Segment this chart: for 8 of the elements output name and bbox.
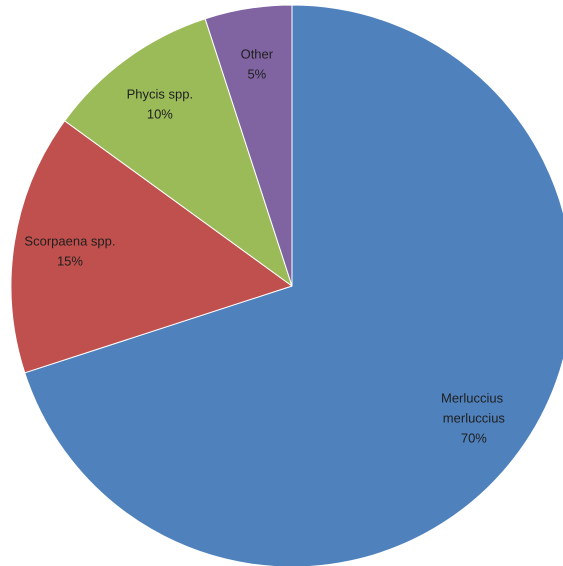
slice-label: Phycis spp. xyxy=(126,86,194,102)
data-label: 70% xyxy=(460,430,488,446)
data-label: 10% xyxy=(146,106,174,122)
slice-label: Scorpaena spp. xyxy=(24,233,116,248)
slice-label: Other xyxy=(240,46,274,62)
data-label: 5% xyxy=(247,66,267,82)
slice-label: Merluccius merluccius xyxy=(440,390,507,426)
data-label: 15% xyxy=(56,253,84,268)
